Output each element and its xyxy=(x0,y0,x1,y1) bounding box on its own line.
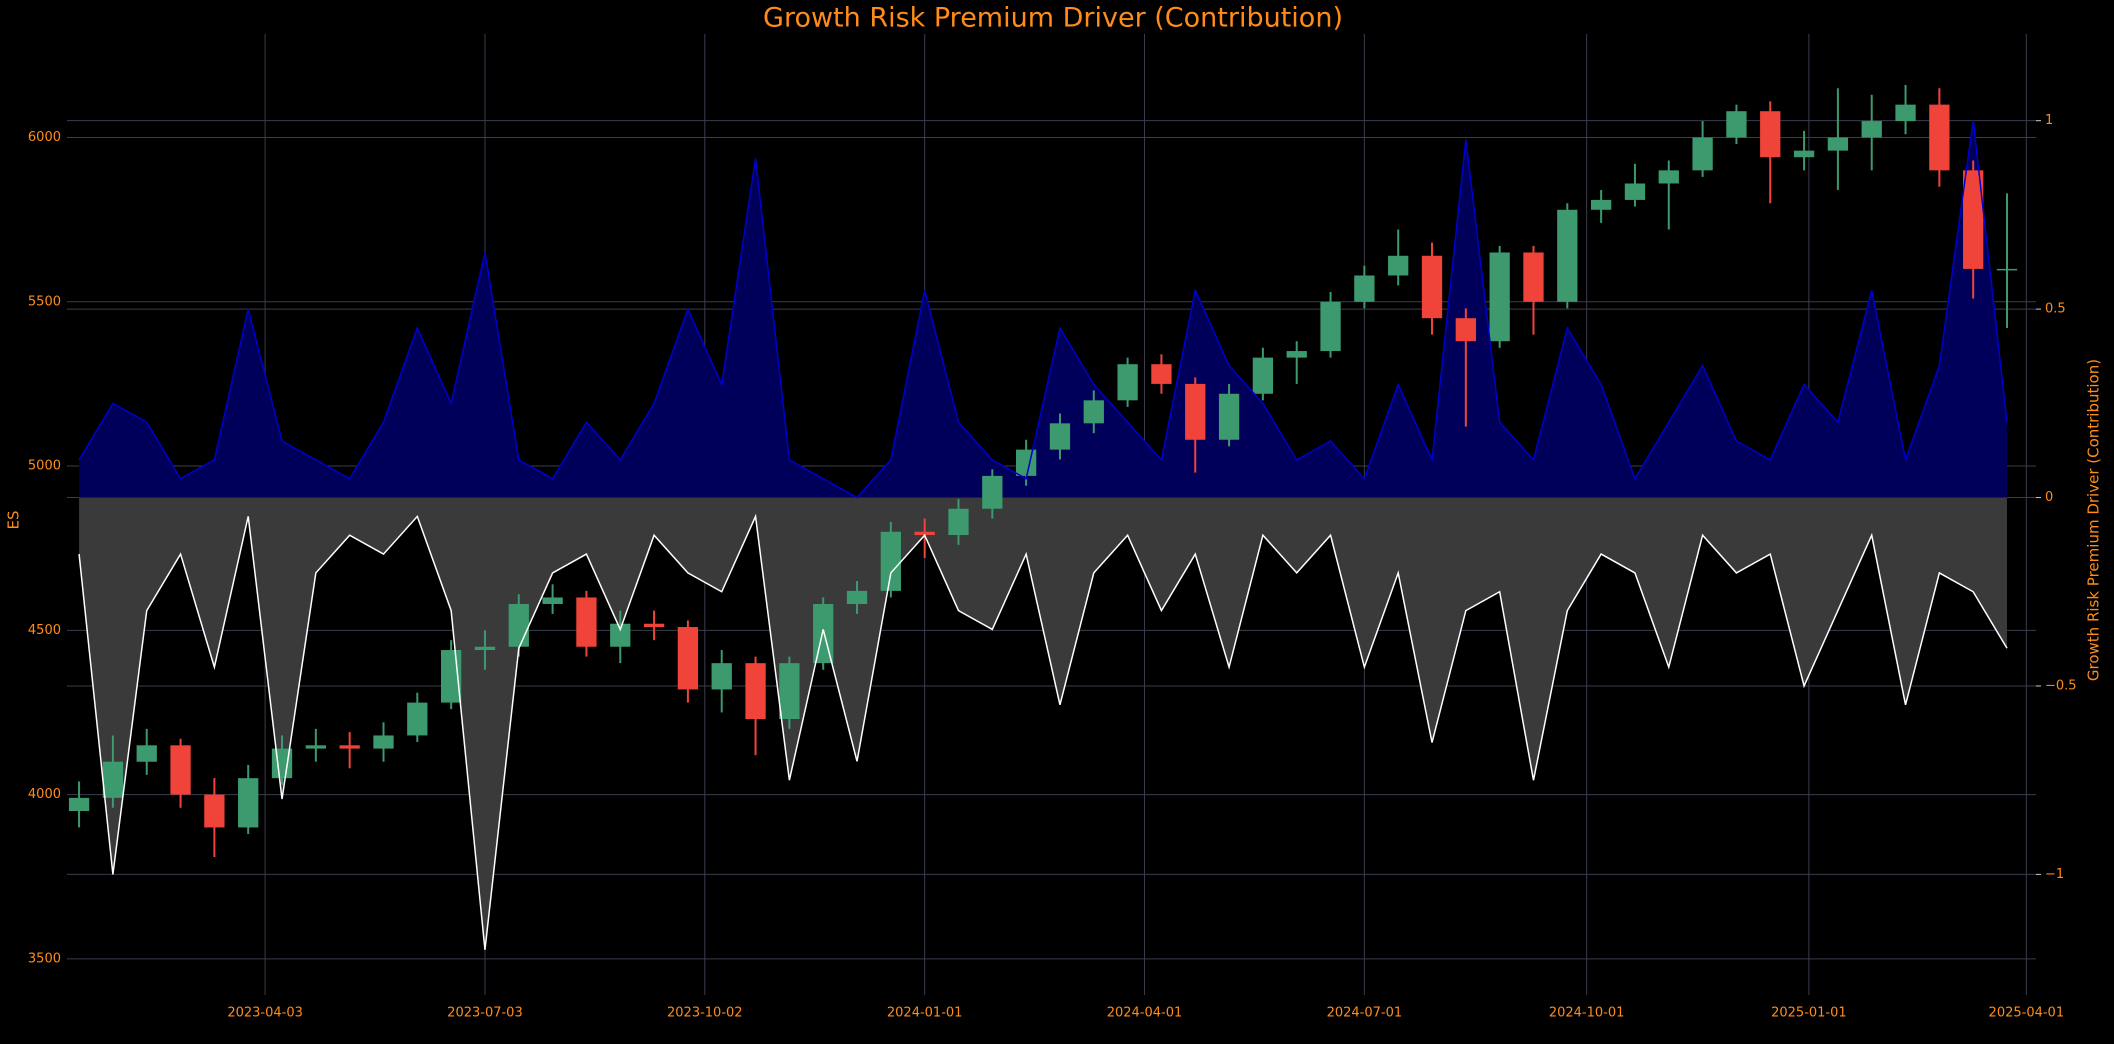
candle-body xyxy=(1929,104,1950,171)
x-tick-label: 2024-07-01 xyxy=(1327,1006,1403,1021)
y-axis-label: ES xyxy=(5,511,23,530)
candle-body xyxy=(1760,111,1781,158)
y2-tick-label: −0.5 xyxy=(2045,678,2077,693)
x-tick-label: 2024-10-01 xyxy=(1549,1006,1625,1021)
candle-body xyxy=(407,702,428,736)
candle-body xyxy=(305,745,326,749)
candle-body xyxy=(846,590,868,605)
candle-body xyxy=(1590,199,1612,210)
candle-body xyxy=(779,663,800,720)
candle-body xyxy=(576,597,597,647)
candle-body xyxy=(1895,104,1916,122)
candle-body xyxy=(1827,137,1849,151)
candle-body xyxy=(1861,121,1882,138)
candle-body xyxy=(1151,364,1172,384)
candle-body xyxy=(1658,170,1679,184)
candle-body xyxy=(1523,252,1544,302)
y-tick-label: 6000 xyxy=(28,130,61,145)
chart-title: Growth Risk Premium Driver (Contribution… xyxy=(763,3,1343,34)
candle-body xyxy=(1252,357,1274,394)
x-tick-label: 2023-07-03 xyxy=(447,1006,523,1021)
candle-body xyxy=(1015,449,1037,476)
candle-body xyxy=(339,745,360,749)
candle-body xyxy=(508,604,529,647)
candle-body xyxy=(68,797,90,812)
x-tick-label: 2024-04-01 xyxy=(1107,1006,1183,1021)
contribution-line xyxy=(78,120,2008,499)
candle-body xyxy=(982,475,1003,509)
candle-body xyxy=(238,778,259,828)
candle-body xyxy=(1286,351,1307,358)
candle-body xyxy=(1726,111,1747,138)
contribution-area xyxy=(79,497,2008,950)
candle-body xyxy=(1421,255,1443,319)
candle-body xyxy=(1557,209,1578,302)
candle-body xyxy=(170,745,191,795)
candle-body xyxy=(1692,137,1713,171)
y2-tick-label: −1 xyxy=(2045,867,2064,882)
x-tick-label: 2025-01-01 xyxy=(1771,1006,1847,1021)
candle-body xyxy=(1996,268,2018,271)
y-tick-label: 4500 xyxy=(28,623,61,638)
y2-tick-label: 0.5 xyxy=(2045,302,2066,317)
candle-body xyxy=(1320,301,1341,352)
candle-body xyxy=(711,663,732,690)
candle-body xyxy=(1388,255,1409,276)
y2-tick-label: 0 xyxy=(2045,490,2053,505)
x-tick-label: 2023-04-03 xyxy=(227,1006,303,1021)
candle-body xyxy=(1185,383,1206,440)
y-tick-label: 3500 xyxy=(28,951,61,966)
y-tick-label: 5000 xyxy=(28,459,61,474)
contribution-area xyxy=(79,120,2008,498)
candle-body xyxy=(1354,275,1375,302)
candle-body xyxy=(1117,364,1138,401)
x-tick-label: 2024-01-01 xyxy=(887,1006,963,1021)
candle-body xyxy=(474,646,496,651)
contribution-line xyxy=(78,513,2008,950)
candle-body xyxy=(1624,183,1646,200)
candle-body xyxy=(610,623,631,647)
x-tick-label: 2025-04-01 xyxy=(1989,1006,2065,1021)
y-tick-label: 4000 xyxy=(28,787,61,802)
x-tick-label: 2023-10-02 xyxy=(667,1006,743,1021)
candle-body xyxy=(745,663,766,720)
candle-body xyxy=(1793,150,1815,158)
candle-body xyxy=(914,531,935,536)
candle-body xyxy=(542,597,563,605)
y2-axis-label: Growth Risk Premium Driver (Contribution… xyxy=(2085,359,2103,681)
candle-body xyxy=(102,761,124,798)
candle-body xyxy=(643,623,665,628)
candle-body xyxy=(373,735,394,749)
candle-body xyxy=(1218,393,1240,440)
candle-body xyxy=(1489,252,1510,342)
candle-body xyxy=(136,745,157,762)
candle-body xyxy=(1049,423,1071,450)
y2-tick-label: 1 xyxy=(2045,113,2053,128)
candle-body xyxy=(1963,170,1984,269)
candle-body xyxy=(880,531,901,591)
y-tick-label: 5500 xyxy=(28,294,61,309)
candle-body xyxy=(1455,318,1476,342)
candle-body xyxy=(1083,400,1104,424)
candle-body xyxy=(948,508,969,536)
candle-body xyxy=(204,794,225,828)
candle-body xyxy=(677,627,699,690)
